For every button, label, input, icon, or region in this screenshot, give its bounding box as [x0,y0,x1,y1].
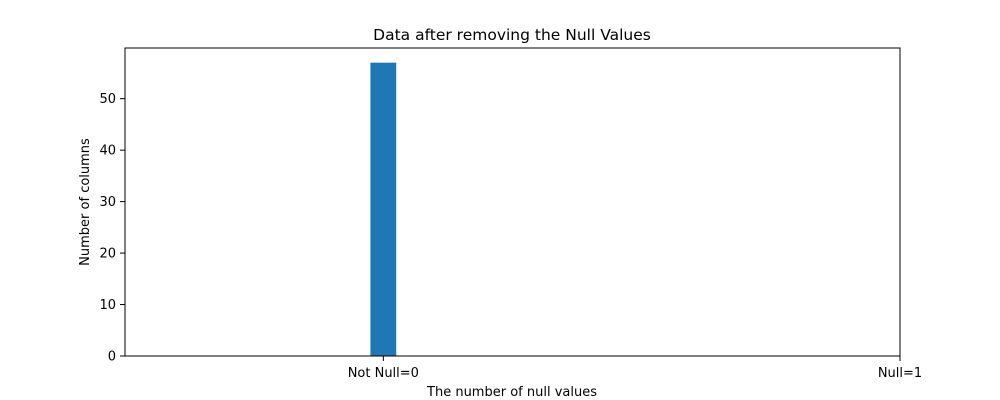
x-axis-label: The number of null values [426,385,597,400]
y-tick-label: 50 [99,92,116,107]
y-tick-label: 0 [108,350,116,365]
bar-0 [370,62,397,357]
chart-title: Data after removing the Null Values [373,26,651,44]
x-axis-ticks: Not Null=0 Null=1 [348,356,922,381]
y-axis-label: Number of columns [78,138,93,266]
bars-layer [370,62,397,357]
y-tick-label: 40 [99,144,116,159]
plot-frame [124,47,901,357]
x-tick-label: Not Null=0 [348,366,419,381]
y-tick-label: 20 [99,247,116,262]
y-tick-label: 30 [99,195,116,210]
x-tick-label: Null=1 [878,366,922,381]
y-tick-label: 10 [99,298,116,313]
y-axis-ticks: 0 10 20 30 40 50 [99,92,125,365]
